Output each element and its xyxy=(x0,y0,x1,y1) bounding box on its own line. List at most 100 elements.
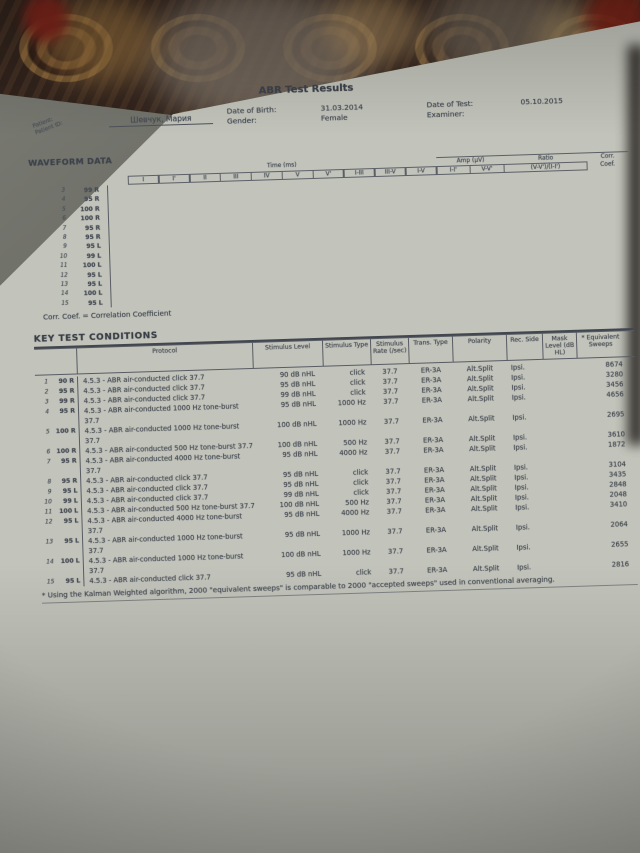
trans-type-cell: ER-3A xyxy=(421,396,443,405)
mask-level-cell xyxy=(544,411,579,432)
trans-type-cell: ER-3A xyxy=(427,566,448,575)
row-number: 15 xyxy=(61,300,69,307)
stimulus-type-cell: 1000 Hz xyxy=(341,528,371,538)
row-condition: 95 L xyxy=(63,517,79,526)
polarity-cell: Alt.Split xyxy=(467,394,495,404)
stimulus-rate-cell: 37.7 xyxy=(386,507,403,517)
row-number: 14 xyxy=(46,559,54,566)
rec-side-cell: Ipsi. xyxy=(516,543,531,552)
stimulus-rate-cell: 37.7 xyxy=(384,447,401,457)
patient-info-row: Patient: Patient ID: Шевчук, Мария Date … xyxy=(27,94,628,147)
mask-level-header: Mask Level (dB HL) xyxy=(541,332,577,360)
row-lead: 14 100 L xyxy=(41,557,84,578)
polarity-cell: Alt.Split xyxy=(469,444,496,454)
patient-name: Шевчук, Мария xyxy=(108,113,214,128)
trans-type-cell: ER-3A xyxy=(422,416,443,425)
stimulus-type-cell: 4000 Hz xyxy=(341,508,370,518)
stimulus-level-cell: 100 dB nHL xyxy=(281,550,321,560)
row-condition: 95 L xyxy=(64,537,80,546)
dob-gender-labels: Date of Birth: Gender: xyxy=(227,104,322,126)
row-number: 2 xyxy=(44,389,49,396)
polarity-cell: Alt.Split xyxy=(470,504,498,514)
stimulus-level-cell: 95 dB nHL xyxy=(286,570,322,580)
row-lead: 4 95 R xyxy=(36,407,79,428)
stimulus-type-cell: 1000 Hz xyxy=(337,398,367,408)
mask-level-cell xyxy=(545,441,580,462)
stimulus-rate-cell: 37.7 xyxy=(387,527,403,536)
row-number: 6 xyxy=(46,449,51,456)
row-number: 15 xyxy=(46,579,55,586)
rec-side-cell: Ipsi. xyxy=(515,503,530,512)
stimulus-level-cell: 95 dB nHL xyxy=(280,400,317,410)
stimulus-level-cell: 95 dB nHL xyxy=(282,450,318,460)
row-condition: 95 L xyxy=(88,299,103,307)
equivalent-sweeps-cell: 2064 xyxy=(610,520,628,529)
row-lead: 7 95 R xyxy=(37,457,80,478)
equivalent-sweeps-header: * Equivalent Sweeps xyxy=(575,330,625,358)
mask-level-cell xyxy=(548,521,583,542)
stimulus-rate-header: Stimulus Rate (/sec) xyxy=(369,337,409,365)
polarity-cell: Alt.Split xyxy=(471,524,499,534)
equivalent-sweeps-cell: 2816 xyxy=(611,560,630,569)
trans-type-cell: ER-3A xyxy=(426,546,447,555)
polarity-cell: Alt.Split xyxy=(472,564,500,574)
row-number: 8 xyxy=(47,479,52,486)
testdate-examiner-labels: Date of Test: Examiner: xyxy=(426,97,521,119)
row-number: 3 xyxy=(44,399,49,406)
row-number: 11 xyxy=(44,509,53,516)
stimulus-level-cell: 100 dB nHL xyxy=(276,420,317,430)
stimulus-level-cell: 95 dB nHL xyxy=(284,530,321,540)
stimulus-rate-cell: 37.7 xyxy=(387,547,404,556)
row-condition: 95 R xyxy=(59,407,76,416)
rec-side-cell: Ipsi. xyxy=(517,563,532,572)
row-number: 4 xyxy=(45,409,50,416)
stimulus-level-header: Stimulus Level xyxy=(251,340,323,369)
rec-side-cell: Ipsi. xyxy=(512,413,527,423)
mask-level-cell xyxy=(547,501,582,522)
mask-level-cell xyxy=(544,391,579,412)
waveform-rows: 3 99 R 4 95 R 5 100 R 6 xyxy=(39,169,633,310)
trans-type-header: Trans. Type xyxy=(407,336,453,364)
test-date-value: 05.10.2015 xyxy=(520,96,563,107)
row-lead: 5 100 R xyxy=(37,427,80,448)
row-number: 5 xyxy=(45,429,50,436)
row-number: 13 xyxy=(45,539,54,546)
stimulus-type-cell: 4000 Hz xyxy=(339,448,368,458)
row-number: 10 xyxy=(44,499,52,506)
row-condition: 95 L xyxy=(65,577,81,586)
row-lead: 13 95 L xyxy=(40,537,83,558)
equivalent-sweeps-cell: 4656 xyxy=(606,390,624,400)
equivalent-sweeps-cell: 3410 xyxy=(609,500,628,509)
row-condition: 100 R xyxy=(55,427,76,436)
stimulus-rate-cell: 37.7 xyxy=(383,417,400,427)
stimulus-rate-cell: 37.7 xyxy=(388,567,404,576)
trans-type-cell: ER-3A xyxy=(425,506,446,515)
equivalent-sweeps-cell: 1872 xyxy=(607,440,626,450)
row-number: 7 xyxy=(46,459,51,466)
polarity-cell: Alt.Split xyxy=(472,544,499,554)
rec-side-cell: Ipsi. xyxy=(513,443,528,452)
row-lead: 15 95 L xyxy=(41,577,83,588)
row-number: 1 xyxy=(44,379,49,386)
polarity-header: Polarity xyxy=(451,334,507,362)
mask-level-cell xyxy=(548,541,583,562)
equivalent-sweeps-cell: 2695 xyxy=(606,410,625,420)
row-condition: 95 R xyxy=(60,457,77,466)
row-number: 12 xyxy=(44,519,53,526)
paper-right-edge-shadow xyxy=(628,45,640,445)
trans-type-cell: ER-3A xyxy=(425,526,447,535)
rec-side-cell: Ipsi. xyxy=(511,393,526,403)
rec-side-header: Rec. Side xyxy=(505,333,543,361)
rec-side-cell: Ipsi. xyxy=(515,523,530,532)
trans-type-cell: ER-3A xyxy=(423,446,444,455)
waveform-table: Time (ms) Amp (µV) Ratio Corr. I I' II I… xyxy=(38,151,633,322)
abr-report: ABR Test Results Patient: Patient ID: Ше… xyxy=(26,74,640,604)
stimulus-type-cell: 1000 Hz xyxy=(342,548,371,558)
stimulus-rate-cell: 37.7 xyxy=(383,397,399,407)
row-lead: 12 95 L xyxy=(39,517,82,538)
dob-gender-values: 31.03.2014 Female xyxy=(320,101,417,123)
stimulus-type-header: Stimulus Type xyxy=(321,338,371,366)
protocol-header: Protocol xyxy=(76,342,253,374)
key-test-rows: 1 90 R 4.5.3 - ABR air-conducted click 3… xyxy=(35,359,640,588)
polarity-cell: Alt.Split xyxy=(468,414,495,424)
